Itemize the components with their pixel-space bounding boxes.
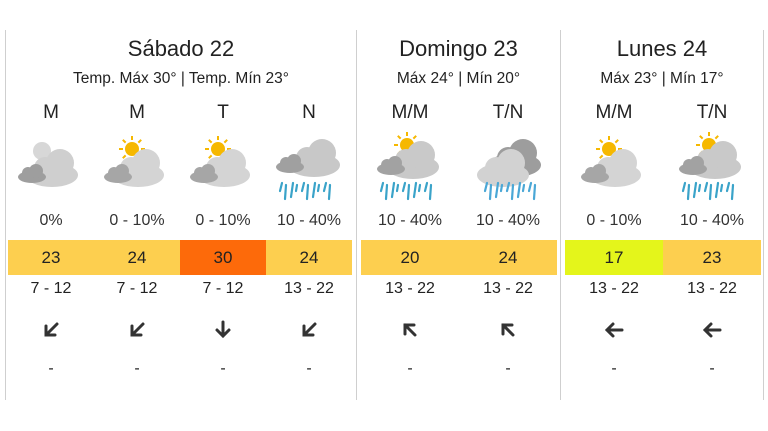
wind-direction-icon <box>361 315 459 345</box>
wind-south-arrow-icon <box>215 320 231 339</box>
extra-value: - <box>134 360 140 377</box>
wind-speed: 7 - 12 <box>202 280 244 297</box>
temperature-cell: 24 <box>459 240 557 275</box>
period-column: T/N 10 - 40% 24 13 - 22 - <box>459 30 557 400</box>
wind-speed: 13 - 22 <box>385 280 435 297</box>
extra-value: - <box>709 360 715 377</box>
temperature-cell: 24 <box>266 240 352 275</box>
rain-chance: 10 - 40% <box>276 212 342 229</box>
weather-icon <box>8 134 94 196</box>
period-label: T/N <box>696 102 728 123</box>
day-title: Domingo 23 <box>399 36 518 61</box>
period-label: N <box>302 102 316 123</box>
period-label: M/M <box>595 102 633 123</box>
wind-speed: 7 - 12 <box>30 280 72 297</box>
wind-direction-icon <box>565 315 663 345</box>
period-label: M <box>43 102 59 123</box>
sun-cloud-rain-icon <box>679 132 741 201</box>
day-temps: Temp. Máx 30° | Temp. Mín 23° <box>72 70 289 87</box>
weather-icon <box>459 134 557 201</box>
extra-value: - <box>306 360 312 377</box>
temperature-cell: 17 <box>565 240 663 275</box>
rain-chance: 0 - 10% <box>195 212 251 229</box>
wind-southwest-arrow-icon <box>302 322 317 337</box>
wind-northwest-arrow-icon <box>501 323 515 337</box>
period-label: M <box>129 102 145 123</box>
rain-chance: 10 - 40% <box>377 212 443 229</box>
wind-speed: 7 - 12 <box>116 280 158 297</box>
extra-value: - <box>407 360 413 377</box>
column-separator <box>5 30 6 400</box>
day-temps: Máx 23° | Mín 17° <box>600 70 724 87</box>
partly-cloudy-night-icon <box>18 142 78 187</box>
wind-speed: 13 - 22 <box>589 280 639 297</box>
extra-value: - <box>48 360 54 377</box>
sun-cloud-rain-icon <box>377 132 439 201</box>
period-label: T <box>217 102 229 123</box>
weather-icon <box>266 134 352 201</box>
wind-direction-icon <box>94 315 180 345</box>
partly-sunny-icon <box>581 136 641 187</box>
extra-value: - <box>611 360 617 377</box>
period-column: T/N 10 - 40% 23 13 - 22 - <box>663 30 761 400</box>
period-column: M 0% 23 7 - 12 - <box>8 30 94 400</box>
day-title: Lunes 24 <box>616 36 708 61</box>
wind-speed: 13 - 22 <box>483 280 533 297</box>
day-column-monday: Lunes 24 Máx 23° | Mín 17° M/M 0 - 10% 1… <box>561 30 763 400</box>
dark-cloud-showers-icon <box>477 139 541 201</box>
day-column-sunday: Domingo 23 Máx 24° | Mín 20° M/M 10 - 40… <box>357 30 560 400</box>
wind-direction-icon <box>266 315 352 345</box>
extra-value: - <box>505 360 511 377</box>
wind-southwest-arrow-icon <box>130 322 145 337</box>
wind-speed: 13 - 22 <box>284 280 334 297</box>
period-column: T 0 - 10% 30 7 - 12 - <box>180 30 266 400</box>
wind-west-arrow-icon <box>604 322 624 338</box>
day-title: Sábado 22 <box>127 36 235 61</box>
rain-chance: 0% <box>39 212 63 229</box>
period-column: M 0 - 10% 24 7 - 12 - <box>94 30 180 400</box>
column-separator <box>356 30 357 400</box>
period-column: M/M 10 - 40% 20 13 - 22 - <box>361 30 459 400</box>
rain-chance: 10 - 40% <box>679 212 745 229</box>
wind-northwest-arrow-icon <box>403 323 417 337</box>
wind-direction-icon <box>459 315 557 345</box>
temperature-cell: 20 <box>361 240 459 275</box>
period-column: N 10 - 40% 24 13 - 22 - <box>266 30 352 400</box>
partly-sunny-icon <box>104 136 164 187</box>
temperature-cell: 23 <box>8 240 94 275</box>
extra-value: - <box>220 360 226 377</box>
period-column: M/M 0 - 10% 17 13 - 22 - <box>565 30 663 400</box>
period-label: T/N <box>492 102 524 123</box>
weather-icon <box>663 132 761 201</box>
wind-direction-icon <box>180 315 266 345</box>
weather-icon <box>565 134 663 196</box>
column-separator <box>763 30 764 400</box>
temperature-cell: 23 <box>663 240 761 275</box>
cloudy-rain-icon <box>276 139 340 201</box>
wind-direction-icon <box>663 315 761 345</box>
day-column-saturday: Sábado 22 Temp. Máx 30° | Temp. Mín 23° … <box>6 30 356 400</box>
weather-icon <box>94 134 180 196</box>
weather-icon <box>180 134 266 196</box>
rain-chance: 0 - 10% <box>109 212 165 229</box>
column-separator <box>560 30 561 400</box>
temperature-cell: 30 <box>180 240 266 275</box>
wind-southwest-arrow-icon <box>44 322 59 337</box>
partly-sunny-icon <box>190 136 250 187</box>
wind-west-arrow-icon <box>702 322 722 338</box>
period-label: M/M <box>391 102 429 123</box>
forecast-table: Sábado 22 Temp. Máx 30° | Temp. Mín 23° … <box>0 30 768 400</box>
temperature-cell: 24 <box>94 240 180 275</box>
rain-chance: 10 - 40% <box>475 212 541 229</box>
rain-chance: 0 - 10% <box>586 212 642 229</box>
wind-direction-icon <box>8 315 94 345</box>
day-temps: Máx 24° | Mín 20° <box>396 70 521 87</box>
wind-speed: 13 - 22 <box>687 280 737 297</box>
weather-icon <box>361 132 459 201</box>
